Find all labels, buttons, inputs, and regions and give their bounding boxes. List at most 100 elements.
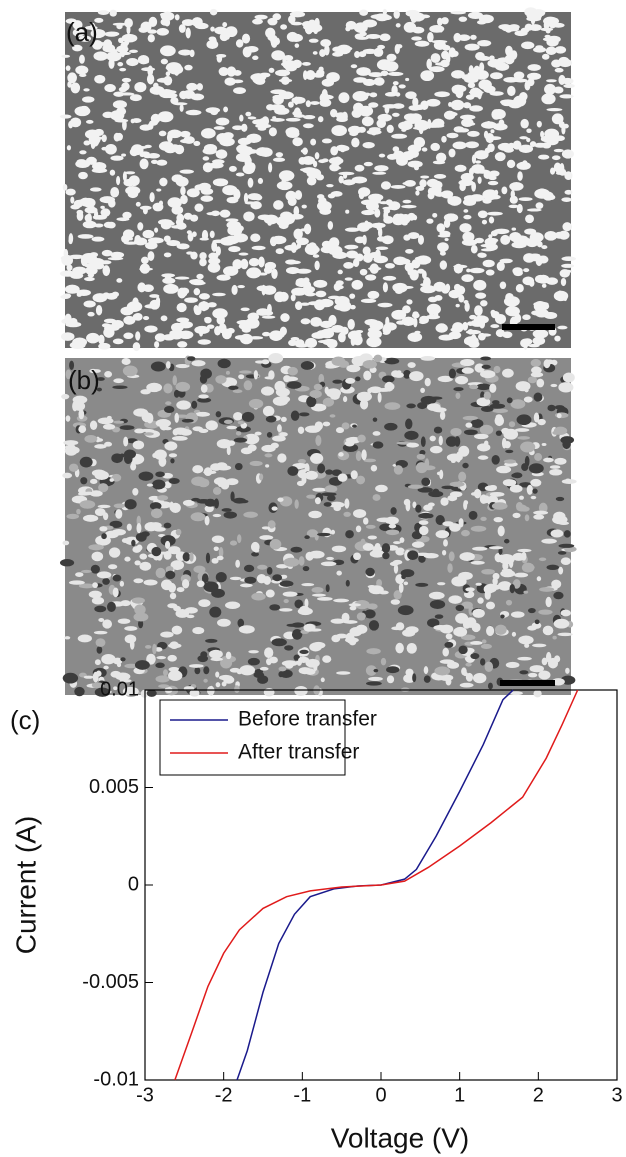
texture-blob bbox=[182, 499, 195, 507]
texture-blob bbox=[512, 267, 523, 275]
texture-blob bbox=[424, 377, 431, 387]
texture-blob bbox=[263, 214, 279, 225]
texture-blob bbox=[540, 135, 556, 143]
texture-blob bbox=[376, 119, 387, 128]
texture-blob bbox=[546, 131, 557, 137]
texture-blob bbox=[289, 260, 301, 265]
texture-blob bbox=[393, 150, 405, 161]
texture-blob bbox=[365, 665, 377, 676]
texture-blob bbox=[243, 211, 255, 222]
texture-blob bbox=[443, 213, 459, 222]
texture-blob bbox=[350, 304, 356, 310]
texture-blob bbox=[139, 428, 155, 432]
texture-blob bbox=[315, 290, 327, 298]
texture-blob bbox=[489, 55, 495, 61]
texture-blob bbox=[540, 10, 546, 15]
texture-blob bbox=[351, 176, 368, 184]
texture-blob bbox=[93, 51, 108, 61]
texture-blob bbox=[234, 335, 248, 340]
texture-blob bbox=[556, 413, 562, 419]
texture-blob bbox=[306, 168, 322, 179]
texture-blob bbox=[464, 336, 479, 346]
texture-blob bbox=[304, 425, 321, 433]
texture-blob bbox=[295, 301, 303, 310]
texture-blob bbox=[503, 428, 519, 440]
texture-blob bbox=[337, 45, 351, 55]
texture-blob bbox=[165, 565, 174, 572]
texture-blob bbox=[553, 148, 564, 153]
texture-blob bbox=[143, 432, 154, 436]
texture-blob bbox=[139, 553, 148, 560]
texture-blob bbox=[100, 205, 105, 209]
texture-blob bbox=[365, 524, 376, 529]
texture-blob bbox=[551, 113, 564, 125]
texture-blob bbox=[407, 149, 419, 159]
texture-blob bbox=[238, 252, 249, 256]
texture-blob bbox=[226, 445, 231, 456]
texture-blob bbox=[330, 618, 346, 624]
texture-blob bbox=[412, 501, 417, 509]
texture-blob bbox=[429, 599, 446, 609]
texture-blob bbox=[109, 169, 116, 176]
texture-blob bbox=[59, 114, 72, 119]
texture-blob bbox=[523, 268, 530, 273]
texture-blob bbox=[403, 113, 418, 121]
texture-blob bbox=[351, 279, 364, 290]
texture-blob bbox=[207, 302, 217, 308]
texture-blob bbox=[542, 37, 557, 42]
texture-blob bbox=[543, 457, 554, 463]
texture-blob bbox=[450, 50, 459, 57]
texture-blob bbox=[360, 298, 377, 304]
texture-blob bbox=[112, 385, 128, 390]
texture-blob bbox=[511, 26, 520, 32]
texture-blob bbox=[314, 152, 320, 160]
texture-blob bbox=[212, 292, 226, 297]
texture-blob bbox=[277, 497, 284, 502]
texture-blob bbox=[113, 503, 126, 509]
texture-blob bbox=[158, 141, 174, 151]
texture-blob bbox=[124, 663, 139, 669]
texture-blob bbox=[257, 177, 264, 185]
texture-blob bbox=[175, 609, 190, 618]
texture-blob bbox=[470, 419, 484, 428]
texture-blob bbox=[66, 513, 80, 520]
texture-blob bbox=[186, 188, 200, 198]
texture-blob bbox=[149, 294, 160, 298]
texture-blob bbox=[271, 268, 278, 279]
texture-blob bbox=[451, 70, 465, 79]
texture-blob bbox=[405, 248, 414, 254]
texture-blob bbox=[222, 266, 239, 276]
texture-blob bbox=[305, 100, 311, 108]
texture-blob bbox=[530, 15, 536, 25]
texture-blob bbox=[529, 141, 537, 147]
texture-blob bbox=[212, 513, 222, 518]
texture-blob bbox=[105, 292, 118, 300]
texture-blob bbox=[102, 577, 110, 585]
texture-blob bbox=[393, 590, 402, 600]
texture-blob bbox=[294, 599, 304, 609]
texture-blob bbox=[94, 17, 104, 23]
texture-blob bbox=[321, 88, 328, 99]
texture-blob bbox=[297, 426, 305, 434]
texture-blob bbox=[232, 259, 243, 270]
texture-blob bbox=[439, 251, 446, 256]
texture-blob bbox=[439, 674, 454, 681]
texture-blob bbox=[377, 302, 393, 308]
texture-blob bbox=[547, 404, 556, 412]
texture-blob bbox=[447, 563, 453, 573]
texture-blob bbox=[536, 241, 543, 248]
texture-blob bbox=[190, 251, 198, 260]
texture-blob bbox=[268, 67, 275, 73]
texture-blob bbox=[264, 453, 273, 458]
texture-blob bbox=[480, 391, 485, 400]
texture-blob bbox=[503, 146, 508, 151]
texture-blob bbox=[488, 216, 495, 224]
texture-blob bbox=[404, 119, 419, 125]
texture-blob bbox=[233, 188, 241, 200]
texture-blob bbox=[393, 465, 404, 475]
texture-blob bbox=[122, 365, 138, 377]
texture-blob bbox=[553, 618, 570, 629]
texture-blob bbox=[134, 604, 146, 615]
texture-blob bbox=[532, 643, 547, 648]
texture-blob bbox=[431, 39, 448, 44]
